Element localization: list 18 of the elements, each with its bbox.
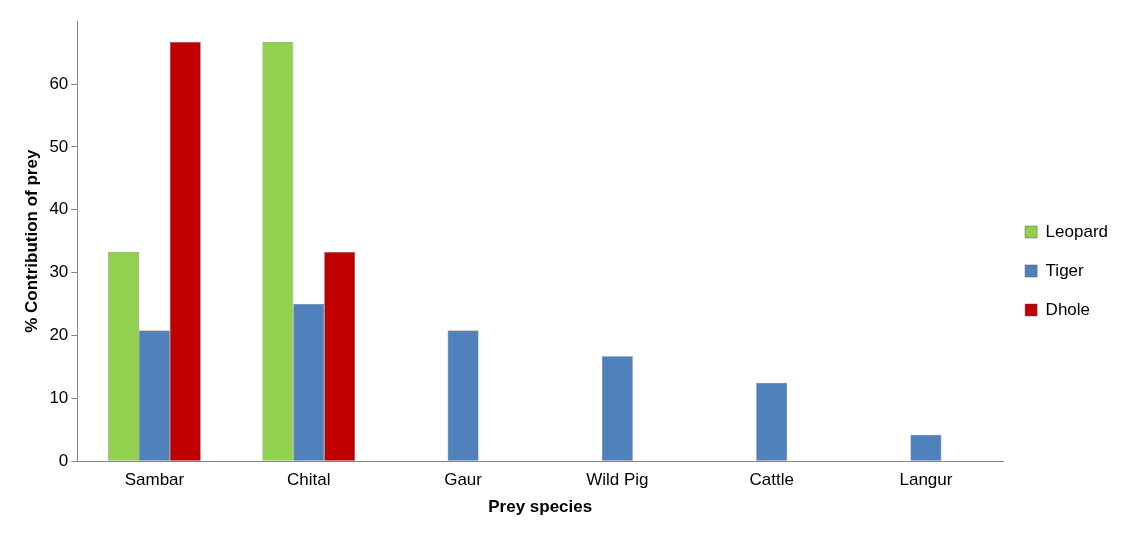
- y-tick-label: 20: [49, 325, 69, 345]
- y-axis-title: % Contribution of prey: [21, 149, 41, 333]
- x-tick-label: Sambar: [124, 470, 185, 490]
- x-tick-label: Cattle: [749, 470, 794, 490]
- legend-label: Dhole: [1045, 299, 1091, 319]
- x-axis-title: Prey species: [488, 497, 593, 517]
- y-tick-label: 40: [49, 199, 69, 219]
- y-tick-label: 60: [49, 73, 69, 93]
- y-tick-label: 30: [49, 262, 69, 282]
- x-tick-label: Chital: [287, 470, 331, 490]
- legend-label: Leopard: [1045, 221, 1108, 241]
- legend-label: Tiger: [1045, 260, 1085, 280]
- x-tick-label: Wild Pig: [586, 470, 649, 490]
- y-tick-label: 10: [49, 388, 69, 408]
- y-tick-label: 50: [49, 136, 69, 156]
- x-tick-label: Gaur: [444, 470, 483, 490]
- x-tick-label: Langur: [899, 470, 953, 490]
- y-tick-label: 0: [58, 450, 69, 470]
